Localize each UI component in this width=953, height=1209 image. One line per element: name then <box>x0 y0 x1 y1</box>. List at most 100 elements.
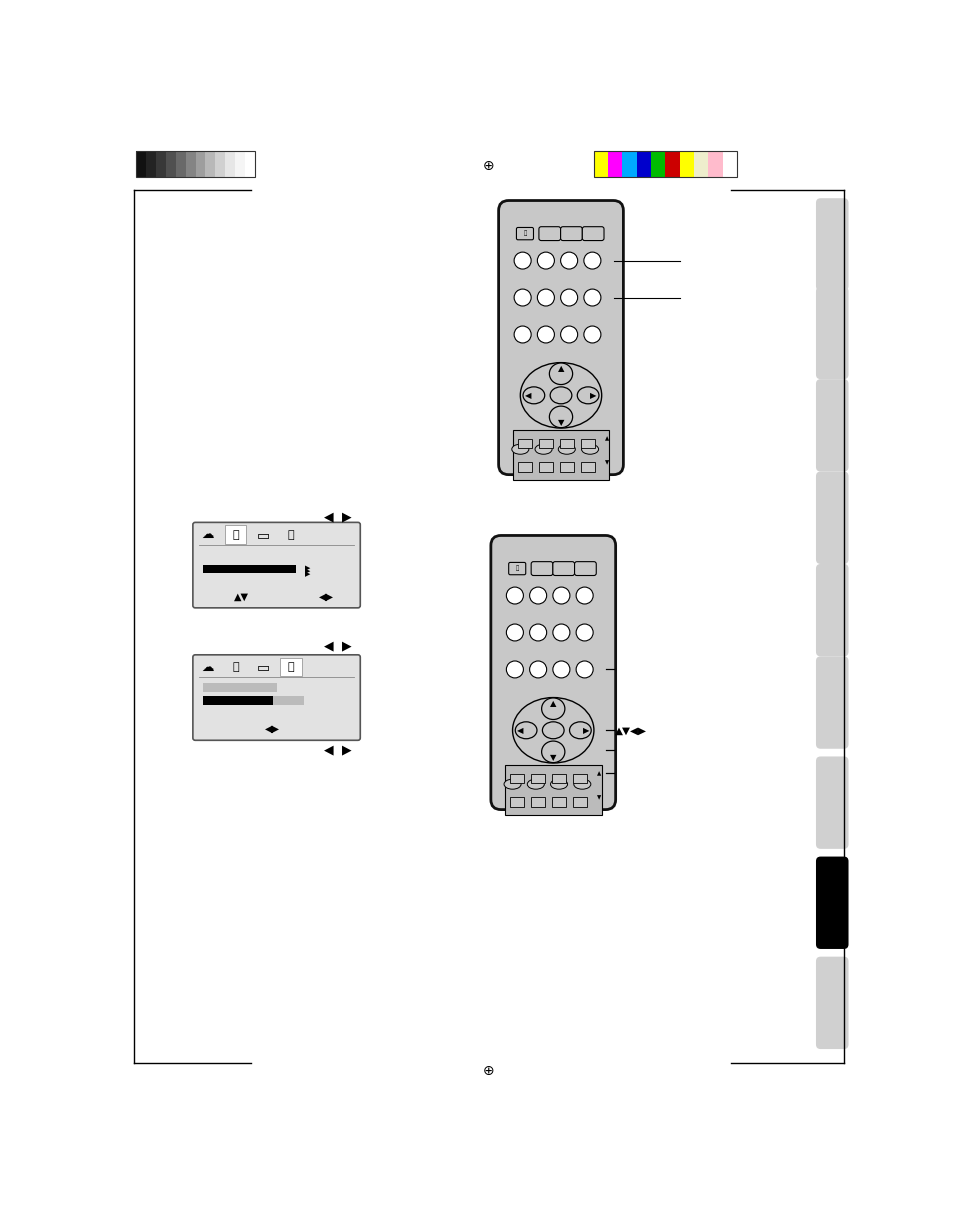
Ellipse shape <box>522 387 544 404</box>
FancyBboxPatch shape <box>815 956 847 1049</box>
Bar <box>707 151 721 177</box>
Bar <box>517 439 532 449</box>
Text: ▲: ▲ <box>558 364 563 372</box>
Bar <box>273 696 303 705</box>
FancyBboxPatch shape <box>491 536 615 810</box>
FancyBboxPatch shape <box>815 757 847 849</box>
Bar <box>203 565 295 573</box>
Bar <box>146 151 156 177</box>
Bar <box>531 774 544 783</box>
Text: ⊕: ⊕ <box>482 158 495 173</box>
Bar <box>203 696 273 705</box>
Ellipse shape <box>541 741 564 763</box>
Circle shape <box>576 588 593 604</box>
FancyBboxPatch shape <box>538 227 560 241</box>
Bar <box>136 151 254 177</box>
Ellipse shape <box>549 406 572 428</box>
Bar <box>195 151 205 177</box>
Bar <box>573 774 586 783</box>
Bar <box>156 151 166 177</box>
Text: ▼: ▼ <box>550 753 556 762</box>
Bar <box>679 151 693 177</box>
Text: Ⓟ: Ⓟ <box>523 231 526 237</box>
FancyBboxPatch shape <box>815 287 847 380</box>
Bar <box>203 683 276 692</box>
Bar <box>552 774 565 783</box>
Bar <box>205 151 215 177</box>
Ellipse shape <box>535 444 552 455</box>
Ellipse shape <box>581 444 598 455</box>
Ellipse shape <box>541 698 564 719</box>
Circle shape <box>529 661 546 678</box>
Text: ▶: ▶ <box>341 510 351 523</box>
Circle shape <box>514 253 531 270</box>
Circle shape <box>576 661 593 678</box>
Text: ▼: ▼ <box>597 794 600 800</box>
Bar <box>559 439 573 449</box>
Circle shape <box>553 588 569 604</box>
Circle shape <box>506 624 523 641</box>
Circle shape <box>560 326 578 343</box>
Ellipse shape <box>550 387 571 404</box>
Ellipse shape <box>542 722 563 739</box>
Bar <box>538 439 553 449</box>
Text: ◀▶: ◀▶ <box>265 724 280 734</box>
Text: 🔊: 🔊 <box>232 530 238 539</box>
Ellipse shape <box>577 387 598 404</box>
Bar <box>580 439 594 449</box>
Ellipse shape <box>558 444 575 455</box>
Bar <box>215 151 225 177</box>
Ellipse shape <box>549 363 572 384</box>
Text: ▲▼: ▲▼ <box>233 591 249 601</box>
Text: ▶: ▶ <box>305 565 311 571</box>
Ellipse shape <box>503 779 520 789</box>
Text: ◀: ◀ <box>323 640 333 652</box>
FancyBboxPatch shape <box>574 562 596 575</box>
Text: 👤: 👤 <box>288 663 294 672</box>
Bar <box>175 151 186 177</box>
Circle shape <box>583 289 600 306</box>
Bar <box>580 462 594 472</box>
Bar <box>510 797 523 806</box>
Bar <box>636 151 650 177</box>
Bar <box>721 151 736 177</box>
Bar <box>512 430 609 480</box>
Text: ▼: ▼ <box>604 459 609 464</box>
FancyBboxPatch shape <box>531 562 553 575</box>
Text: ☁: ☁ <box>201 528 213 542</box>
Text: ▶: ▶ <box>590 391 597 400</box>
Text: ◀: ◀ <box>323 510 333 523</box>
FancyBboxPatch shape <box>815 563 847 656</box>
Circle shape <box>537 326 554 343</box>
Bar <box>593 151 607 177</box>
Text: ▲▼◀▶: ▲▼◀▶ <box>615 725 646 735</box>
Text: ⊕: ⊕ <box>482 1064 495 1077</box>
Bar <box>245 151 254 177</box>
Circle shape <box>537 289 554 306</box>
FancyBboxPatch shape <box>498 201 622 475</box>
Ellipse shape <box>519 363 601 428</box>
Bar <box>552 797 565 806</box>
Circle shape <box>506 588 523 604</box>
Text: ▭: ▭ <box>256 527 270 542</box>
Bar <box>280 658 302 676</box>
Ellipse shape <box>569 722 591 739</box>
Circle shape <box>553 624 569 641</box>
Bar <box>650 151 664 177</box>
Bar <box>664 151 679 177</box>
Bar <box>693 151 707 177</box>
FancyBboxPatch shape <box>815 656 847 748</box>
Bar <box>517 462 532 472</box>
Ellipse shape <box>512 698 594 763</box>
Text: ◀: ◀ <box>323 744 333 756</box>
Bar <box>234 151 245 177</box>
FancyBboxPatch shape <box>560 227 581 241</box>
Text: ◀: ◀ <box>525 391 531 400</box>
Text: 🔊: 🔊 <box>232 663 238 672</box>
Text: ▶: ▶ <box>341 640 351 652</box>
Circle shape <box>514 326 531 343</box>
Bar <box>559 462 573 472</box>
Text: ▭: ▭ <box>256 660 270 675</box>
Text: 👤: 👤 <box>288 530 294 539</box>
Text: Ⓟ: Ⓟ <box>515 566 518 572</box>
